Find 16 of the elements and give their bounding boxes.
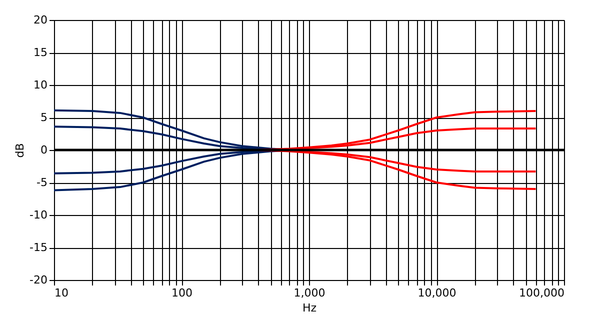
y-tick-label: -5 [36,176,48,189]
x-tick-label: 1,000 [294,286,326,300]
y-tick-label: 5 [40,111,48,124]
y-tick-label: 10 [34,78,48,92]
y-tick-label: 20 [34,14,48,26]
y-tick-label: -15 [30,241,48,254]
x-axis-title: Hz [302,302,317,314]
x-tick-label: 10 [54,286,68,300]
x-tick-label: 100,000 [519,286,564,300]
y-tick-label: -10 [30,208,48,222]
y-tick-label: -20 [30,274,48,286]
x-tick-label: 10,000 [418,286,456,300]
y-axis-title: dB [14,143,27,158]
y-tick-label: 15 [34,46,48,59]
y-tick-label: 0 [40,144,48,156]
x-tick-label: 100 [172,286,192,300]
